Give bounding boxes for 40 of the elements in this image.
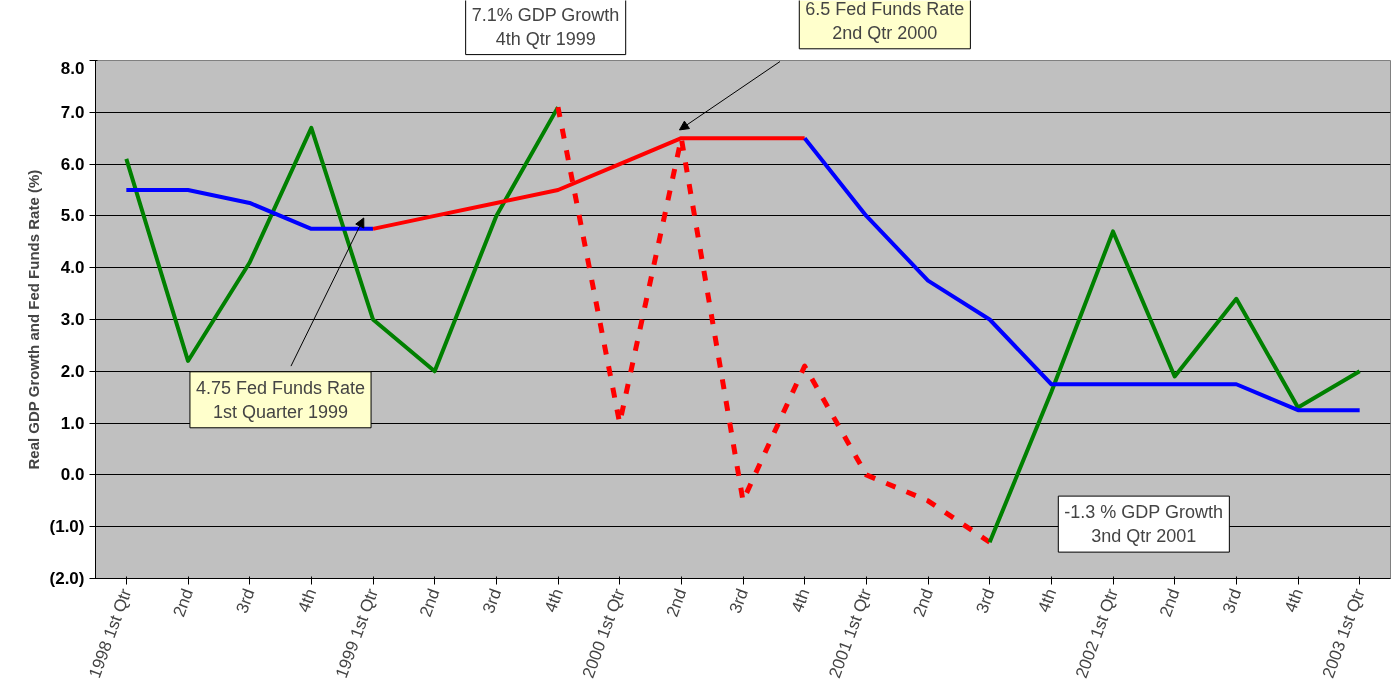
line-series <box>124 105 560 374</box>
annotation: 4.75 Fed Funds Rate 1st Quarter 1999 <box>195 377 366 422</box>
line-series <box>987 229 1362 545</box>
x-tick-label: 3rd <box>725 586 752 616</box>
y-axis-title: Real GDP Growth and Fed Funds Rate (%) <box>24 169 42 470</box>
x-tick-label: 4th <box>787 586 814 615</box>
x-tick-label: 3rd <box>232 586 259 616</box>
x-tick-label: 4th <box>1034 586 1061 615</box>
y-tick-label: 5.0 <box>60 206 85 226</box>
x-tick-label: 2nd <box>909 586 937 620</box>
x-tick-label: 2nd <box>662 586 691 620</box>
text: 7.1% GDP Growth 4th Qtr 1999 <box>471 4 620 49</box>
x-tick-label: 2nd <box>1156 586 1184 620</box>
y-tick-label: 0.0 <box>60 465 85 485</box>
y-tick-label: 6.0 <box>60 154 85 174</box>
y-tick-label: 1.0 <box>60 413 85 433</box>
line-series <box>802 136 1362 413</box>
y-tick-label: 7.0 <box>60 102 85 122</box>
x-tick-label: 2002 1st Qtr <box>1071 585 1123 681</box>
x-tick-label: 1999 1st Qtr <box>331 585 383 681</box>
x-tick-label: 4th <box>1280 586 1307 615</box>
y-tick-label: (2.0) <box>49 569 85 588</box>
y-tick-label: 8.0 <box>60 58 85 78</box>
x-tick-label: 2000 1st Qtr <box>578 585 629 681</box>
x-tick-label: 3rd <box>1218 586 1246 616</box>
text: 6.5 Fed Funds Rate 2nd Qtr 2000 <box>805 0 965 43</box>
x-tick-label: 3rd <box>478 586 506 616</box>
x-tick-label: 4th <box>540 586 567 615</box>
x-tick-label: 2nd <box>169 586 197 620</box>
x-tick-label: 4th <box>294 586 321 615</box>
x-tick-label: 3rd <box>972 586 999 616</box>
x-tick-label: 2nd <box>416 586 444 620</box>
annotation: -1.3 % GDP Growth 3nd Qtr 2001 <box>1064 502 1224 547</box>
y-tick-label: (1.0) <box>49 517 85 537</box>
y-tick-label: 2.0 <box>60 361 85 381</box>
x-tick-label: 2001 1st Qtr <box>825 585 876 681</box>
y-tick-label: 4.0 <box>60 258 85 278</box>
y-tick-label: 3.0 <box>60 310 85 329</box>
x-tick-label: 2003 1st Qtr <box>1318 585 1369 681</box>
x-tick-label: 1998 1st Qtr <box>85 585 136 681</box>
